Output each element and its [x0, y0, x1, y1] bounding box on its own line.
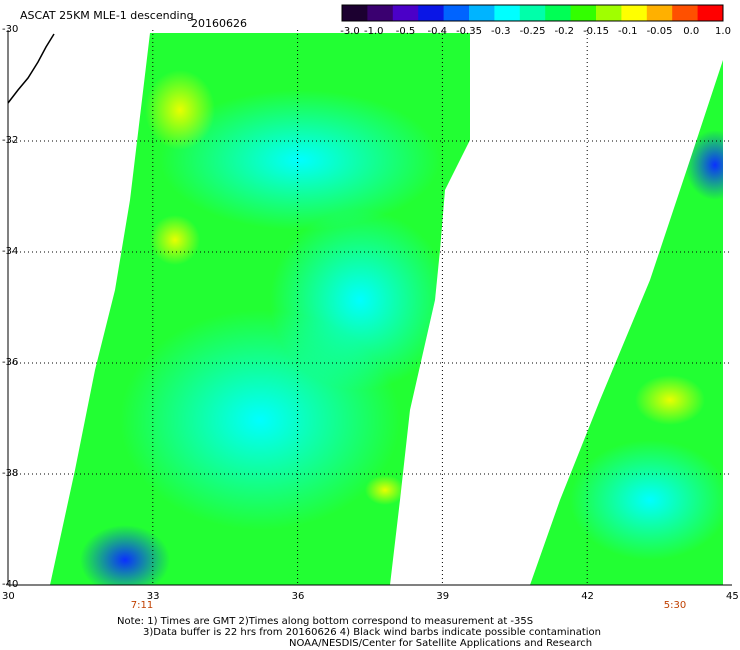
colorbar-swatch — [342, 5, 368, 21]
colorbar-swatch — [570, 5, 597, 21]
x-tick-label-33: 33 — [146, 591, 160, 602]
y-tick-label--40: -40 — [2, 579, 19, 590]
time-left-swath: 7:11 — [130, 600, 154, 611]
colorbar-swatch — [519, 5, 546, 21]
colorbar-swatch — [469, 5, 495, 21]
colorbar-tick-label: -0.5 — [395, 26, 416, 37]
x-tick-label-30: 30 — [2, 591, 15, 602]
colorbar-tick-label: -0.15 — [583, 26, 609, 37]
colorbar-tick-label: -0.2 — [554, 26, 575, 37]
note-line-3: NOAA/NESDIS/Center for Satellite Applica… — [289, 638, 593, 649]
x-tick-label-39: 39 — [436, 591, 450, 602]
axes-frame — [7, 30, 732, 586]
y-tick-label--36: -36 — [2, 357, 19, 368]
colorbar-tick-label: -0.4 — [427, 26, 448, 37]
colorbar-swatch — [443, 5, 470, 21]
colorbar-tick-label: -0.35 — [456, 26, 482, 37]
colorbar-swatch — [367, 5, 394, 21]
x-tick-label-45: 45 — [726, 591, 739, 602]
colorbar-tick-label: -3.0 — [340, 26, 360, 37]
note-line-1: Note: 1) Times are GMT 2)Times along bot… — [117, 616, 534, 627]
colorbar-frame — [341, 4, 724, 22]
colorbar-swatch — [621, 5, 648, 21]
colorbar-tick-label: -0.3 — [490, 26, 511, 37]
map-date: 20160626 — [191, 17, 247, 30]
colorbar-swatch — [672, 5, 699, 21]
colorbar-swatch — [596, 5, 622, 21]
grid-lines — [8, 30, 732, 585]
note-line-2: 3)Data buffer is 22 hrs from 20160626 4)… — [143, 627, 601, 638]
colorbar-tick-label: -0.05 — [646, 26, 673, 37]
map-title: ASCAT 25KM MLE-1 descending — [20, 9, 194, 22]
colorbar-tick-label: -0.25 — [519, 26, 546, 37]
x-tick-label-42: 42 — [581, 591, 594, 602]
colorbar-tick-label: -1.0 — [363, 26, 384, 37]
y-tick-label--38: -38 — [2, 468, 19, 479]
colorbar-tick-label: 0.0 — [683, 26, 700, 37]
colorbar — [341, 4, 724, 22]
colorbar-swatch — [494, 5, 521, 21]
y-tick-label--30: -30 — [2, 24, 19, 35]
colorbar-swatch — [697, 5, 724, 21]
colorbar-tick-label: 1.0 — [715, 26, 731, 37]
y-tick-label--34: -34 — [2, 246, 19, 257]
colorbar-swatch — [646, 5, 673, 21]
colorbar-swatch — [418, 5, 445, 21]
coastline — [7, 33, 55, 104]
time-right-swath: 5:30 — [663, 600, 687, 611]
x-tick-label-36: 36 — [291, 591, 305, 602]
y-tick-label--32: -32 — [2, 135, 19, 146]
colorbar-tick-label: -0.1 — [617, 26, 638, 37]
colorbar-swatch — [392, 5, 419, 21]
colorbar-swatch — [545, 5, 572, 21]
